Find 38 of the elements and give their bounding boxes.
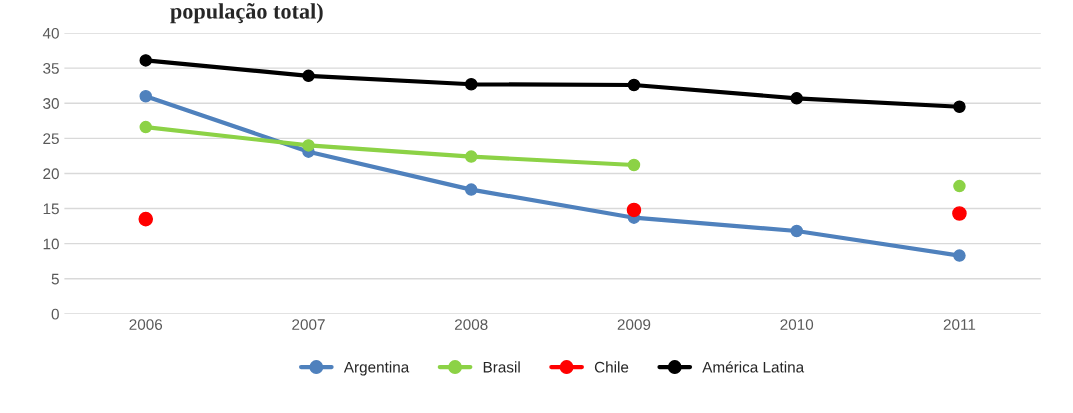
legend-label: Chile xyxy=(594,361,629,373)
point xyxy=(139,120,152,134)
x-tick-label: 2006 xyxy=(129,319,163,330)
x-tick-label: 2008 xyxy=(455,319,488,330)
point xyxy=(464,78,478,91)
point xyxy=(953,179,966,193)
legend-label: América Latina xyxy=(702,361,805,373)
y-tick-label: 30 xyxy=(43,98,59,109)
y-tick-label: 35 xyxy=(43,63,59,74)
y-tick-label: 40 xyxy=(42,27,59,39)
point xyxy=(790,224,803,238)
y-tick-label: 20 xyxy=(43,168,59,180)
y-tick-label: 0 xyxy=(51,308,59,320)
y-tick-label: 25 xyxy=(43,133,59,145)
point xyxy=(464,150,478,163)
point xyxy=(627,78,641,92)
legend-label: Argentina xyxy=(343,361,410,376)
y-tick-label: 5 xyxy=(51,273,59,285)
point xyxy=(464,183,478,196)
point xyxy=(790,92,803,105)
point xyxy=(302,139,315,152)
point xyxy=(953,249,966,262)
point xyxy=(626,202,642,218)
point xyxy=(139,54,152,67)
point xyxy=(138,211,154,227)
point xyxy=(953,100,966,114)
point xyxy=(302,69,315,83)
x-tick-label: 2007 xyxy=(292,319,325,330)
point xyxy=(139,89,152,103)
x-tick-label: 2011 xyxy=(943,319,976,330)
point xyxy=(952,206,967,221)
chart-title: população total) xyxy=(170,3,323,24)
y-tick-label: 15 xyxy=(43,203,59,215)
point xyxy=(627,158,641,172)
x-tick-label: 2010 xyxy=(780,319,814,330)
y-tick-label: 10 xyxy=(43,238,59,250)
x-tick-label: 2009 xyxy=(617,319,651,330)
legend-label: Brasil xyxy=(483,361,520,373)
